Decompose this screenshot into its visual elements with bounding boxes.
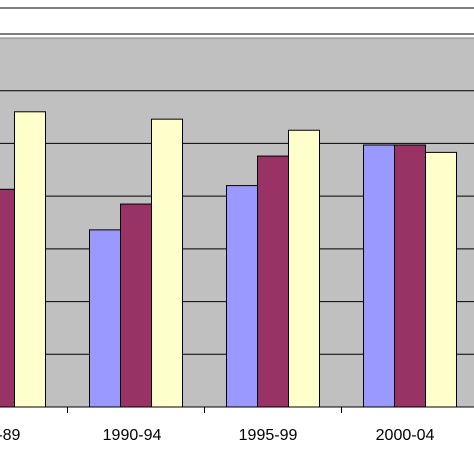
- bar-1985-89-series-3: [14, 111, 46, 408]
- bar-1995-99-series-1: [226, 185, 258, 408]
- bar-1990-94-series-2: [120, 203, 152, 408]
- bar-2000-04-series-2: [394, 144, 426, 408]
- x-axis-ticks: [67, 407, 342, 413]
- bar-2000-04-series-1: [363, 144, 395, 408]
- bar-1995-99-series-3: [288, 129, 320, 408]
- x-tick-label-1990-94: 1990-94: [103, 427, 162, 444]
- bar-1985-89-series-2: [0, 188, 15, 408]
- x-tick-label-2000-04: 2000-04: [376, 427, 435, 444]
- bar-1990-94-series-1: [89, 229, 121, 408]
- bar-2000-04-series-3: [425, 151, 457, 408]
- bar-1995-99-series-2: [257, 155, 289, 408]
- x-axis-labels: 1985-89 1990-94 1995-99 2000-04: [0, 427, 434, 444]
- x-tick-label-1985-89: 1985-89: [0, 427, 20, 444]
- title-box: [0, 7, 474, 35]
- x-tick-label-1995-99: 1995-99: [239, 427, 298, 444]
- bar-1990-94-series-3: [151, 118, 183, 408]
- bars: [0, 111, 457, 408]
